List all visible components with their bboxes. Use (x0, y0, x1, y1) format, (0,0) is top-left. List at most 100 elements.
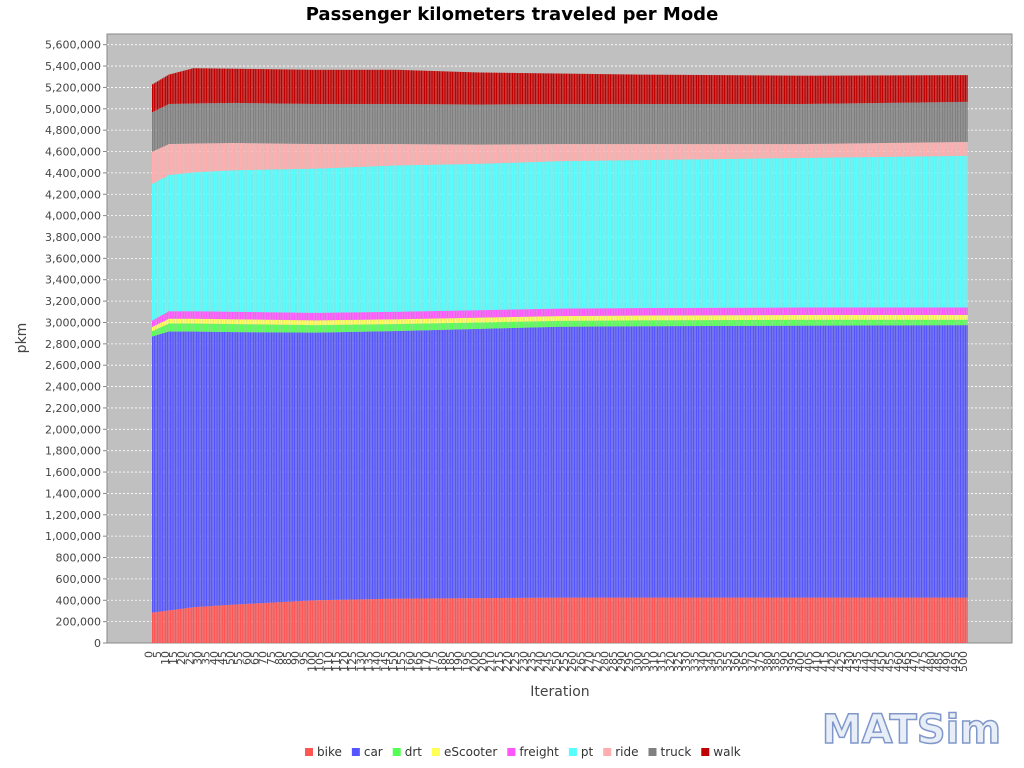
bar-segment-freight (542, 308, 545, 317)
bar-segment-car (424, 330, 426, 599)
bar-segment-bike (568, 597, 571, 643)
bar-segment-car (195, 331, 198, 607)
bar-segment-ride (852, 143, 854, 158)
bar-segment-drt (539, 321, 541, 328)
bar-segment-walk (186, 69, 188, 104)
bar-segment-walk (407, 70, 410, 105)
bar-segment-walk (749, 75, 752, 104)
bar-segment-eScooter (741, 315, 743, 321)
bar-segment-eScooter (793, 315, 796, 320)
bar-segment-drt (168, 323, 170, 332)
bar-segment-walk (941, 75, 944, 103)
bar-segment-pt (897, 156, 900, 308)
bar-segment-pt (420, 164, 423, 312)
bar-segment-freight (647, 308, 649, 316)
bar-segment-eScooter (187, 318, 190, 324)
bar-segment-eScooter (389, 319, 392, 325)
bar-segment-freight (187, 311, 190, 319)
bar-segment-truck (326, 103, 328, 145)
y-tick-label: 600,000 (56, 573, 102, 586)
bar-segment-car (687, 326, 690, 598)
bar-segment-ride (223, 143, 225, 171)
bar-segment-truck (388, 103, 390, 145)
bar-segment-car (889, 325, 892, 598)
bar-segment-drt (560, 320, 563, 327)
bar-segment-walk (932, 75, 934, 103)
bar-segment-truck (837, 103, 840, 144)
bar-segment-pt (275, 169, 278, 313)
bar-segment-eScooter (650, 315, 652, 321)
bar-segment-freight (440, 310, 442, 319)
bar-segment-eScooter (376, 319, 379, 325)
bar-segment-car (557, 326, 559, 598)
bar-segment-pt (168, 175, 170, 312)
bar-segment-eScooter (484, 317, 486, 323)
bar-segment-drt (954, 319, 957, 326)
bar-segment-freight (435, 311, 437, 319)
bar-segment-ride (855, 143, 857, 158)
bar-segment-drt (282, 324, 284, 333)
bar-segment-ride (156, 149, 159, 182)
bar-segment-walk (432, 70, 434, 105)
bar-segment-truck (191, 103, 193, 144)
bar-segment-walk (880, 75, 882, 103)
bar-segment-eScooter (904, 314, 906, 320)
bar-segment-drt (161, 326, 164, 334)
bar-segment-bike (233, 604, 235, 643)
bar-segment-truck (842, 103, 844, 144)
bar-segment-walk (331, 69, 333, 104)
bar-segment-pt (283, 169, 286, 313)
bar-segment-bike (827, 597, 830, 643)
bar-segment-drt (712, 320, 714, 326)
bar-segment-ride (956, 142, 958, 156)
bar-segment-car (267, 332, 269, 603)
bar-segment-bike (573, 597, 576, 643)
bar-segment-walk (578, 73, 581, 104)
bar-segment-ride (699, 144, 701, 160)
bar-segment-walk (577, 73, 579, 104)
bar-segment-freight (570, 308, 572, 316)
bar-segment-freight (461, 310, 463, 318)
legend-label-bike: bike (317, 745, 342, 759)
bar-segment-bike (295, 601, 297, 643)
bar-segment-pt (814, 157, 817, 308)
bar-segment-ride (637, 144, 639, 161)
bar-segment-truck (422, 104, 424, 145)
bar-segment-bike (696, 597, 698, 643)
bar-segment-pt (836, 157, 838, 308)
bar-segment-eScooter (233, 319, 235, 325)
bar-segment-truck (376, 103, 379, 145)
bar-segment-walk (510, 72, 512, 105)
bar-segment-walk (549, 73, 551, 105)
bar-segment-truck (964, 101, 967, 142)
bar-segment-pt (510, 162, 512, 310)
bar-segment-pt (863, 157, 866, 308)
bar-segment-freight (753, 307, 755, 316)
bar-segment-bike (272, 602, 274, 643)
bar-segment-car (619, 326, 621, 598)
bar-segment-truck (503, 104, 506, 145)
bar-segment-ride (665, 144, 667, 160)
bar-segment-car (862, 325, 864, 598)
bar-segment-ride (774, 144, 776, 159)
bar-segment-ride (446, 144, 449, 165)
bar-segment-bike (414, 598, 416, 643)
bar-segment-ride (819, 143, 822, 158)
bar-segment-pt (243, 170, 245, 312)
bar-segment-bike (458, 598, 460, 643)
bar-segment-ride (554, 144, 556, 162)
bar-segment-eScooter (575, 315, 577, 321)
bar-segment-drt (352, 324, 354, 332)
bar-segment-freight (888, 307, 890, 315)
bar-segment-walk (919, 75, 921, 103)
bar-segment-bike (738, 597, 740, 643)
bar-segment-bike (627, 597, 629, 643)
bar-segment-eScooter (339, 320, 341, 325)
bar-segment-bike (920, 597, 923, 643)
bar-segment-eScooter (217, 319, 219, 324)
bar-segment-truck (922, 102, 924, 143)
bar-segment-drt (964, 319, 967, 326)
bar-segment-ride (557, 144, 559, 162)
bar-segment-pt (717, 159, 719, 308)
bar-segment-pt (269, 169, 271, 313)
